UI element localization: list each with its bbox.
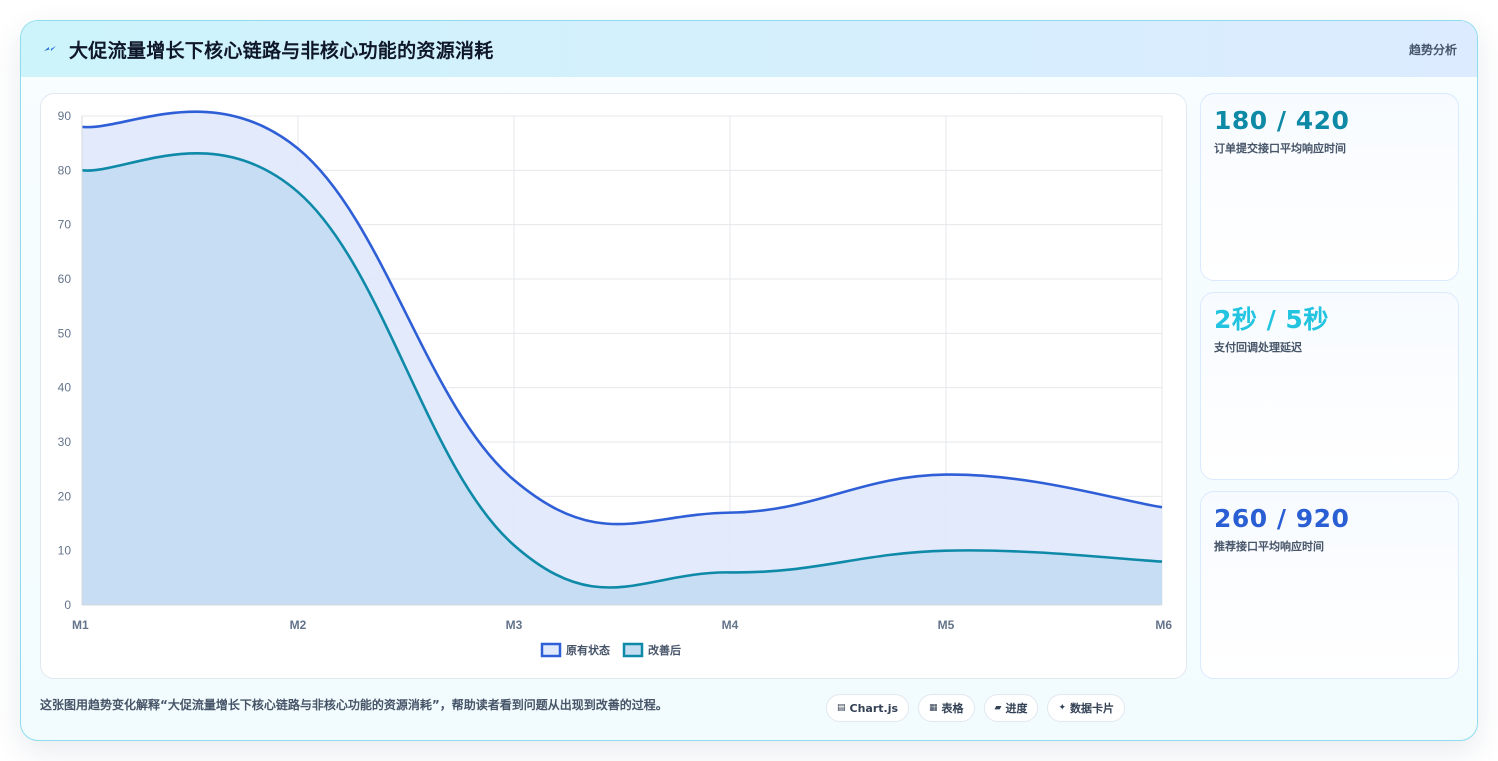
stat-value: 2秒 / 5秒 — [1214, 305, 1329, 334]
y-tick-label: 90 — [58, 109, 72, 123]
series-area-2 — [82, 153, 1162, 606]
table-icon: ▦ — [929, 703, 938, 713]
progress-icon: ▰ — [994, 703, 1002, 713]
y-tick-label: 50 — [58, 326, 72, 340]
page-title: 大促流量增长下核心链路与非核心功能的资源消耗 — [69, 39, 494, 62]
chip-label: 表格 — [941, 702, 964, 715]
tech-chips: ▤ Chart.js ▦ 表格 ▰ 进度 ✦ 数据卡片 — [826, 694, 1126, 722]
card-header: 大促流量增长下核心链路与非核心功能的资源消耗 趋势分析 — [21, 21, 1477, 77]
x-tick-label: M1 — [72, 618, 89, 632]
legend-swatch — [540, 642, 562, 658]
stat-label: 订单提交接口平均响应时间 — [1214, 142, 1346, 155]
stat-card-payment: 2秒 / 5秒 支付回调处理延迟 — [1200, 292, 1459, 480]
stat-label: 支付回调处理延迟 — [1214, 341, 1302, 354]
y-tick-label: 20 — [58, 489, 72, 503]
footer-note: 这张图用趋势变化解释“大促流量增长下核心链路与非核心功能的资源消耗”，帮助读者看… — [40, 698, 668, 712]
y-tick-label: 40 — [58, 381, 72, 395]
trend-tag: 趋势分析 — [1408, 42, 1457, 57]
series-line-2 — [81, 151, 1163, 589]
x-tick-label: M5 — [938, 618, 955, 632]
stat-card-recommend: 260 / 920 推荐接口平均响应时间 — [1200, 491, 1459, 679]
chip-label: Chart.js — [849, 701, 899, 715]
main-card: 大促流量增长下核心链路与非核心功能的资源消耗 趋势分析 0 10 20 30 40 50 6… — [20, 20, 1478, 741]
stat-card-order: 180 / 420 订单提交接口平均响应时间 — [1200, 93, 1459, 281]
y-tick-label: 10 — [58, 544, 72, 558]
x-tick-label: M2 — [290, 618, 307, 632]
y-tick-label: 60 — [58, 272, 72, 286]
line-chart: 0 10 20 30 40 50 60 70 80 90 M1 M2 M3 M4 M5 M6 原有状态 改善后 — [58, 109, 1172, 658]
y-tick-label: 80 — [58, 163, 72, 177]
y-tick-label: 70 — [58, 218, 72, 232]
legend-swatch — [622, 642, 644, 658]
chip-label: 进度 — [1005, 702, 1028, 715]
stat-value: 260 / 920 — [1214, 504, 1350, 533]
chip-progress[interactable]: ▰ 进度 — [983, 694, 1039, 722]
chart-icon: ▤ — [837, 703, 846, 713]
lightning-icon — [41, 40, 59, 58]
chip-label: 数据卡片 — [1070, 702, 1115, 715]
chip-chartjs[interactable]: ▤ Chart.js — [826, 694, 910, 722]
series-line-1 — [81, 110, 1163, 526]
chip-datacard[interactable]: ✦ 数据卡片 — [1047, 694, 1126, 722]
stat-label: 推荐接口平均响应时间 — [1214, 540, 1324, 553]
y-tick-label: 30 — [58, 435, 72, 449]
legend-label: 原有状态 — [566, 643, 610, 657]
legend-label: 改善后 — [648, 643, 681, 657]
sparkle-icon: ✦ — [1058, 703, 1067, 713]
x-tick-label: M6 — [1155, 618, 1172, 632]
y-tick-label: 0 — [64, 598, 71, 612]
x-tick-label: M4 — [722, 618, 739, 632]
x-tick-label: M3 — [506, 618, 523, 632]
chip-table[interactable]: ▦ 表格 — [918, 694, 975, 722]
stat-value: 180 / 420 — [1214, 106, 1350, 135]
chart-panel: 0 10 20 30 40 50 60 70 80 90 M1 M2 M3 M4 M5 M6 原有状态 改善后 — [40, 93, 1187, 679]
